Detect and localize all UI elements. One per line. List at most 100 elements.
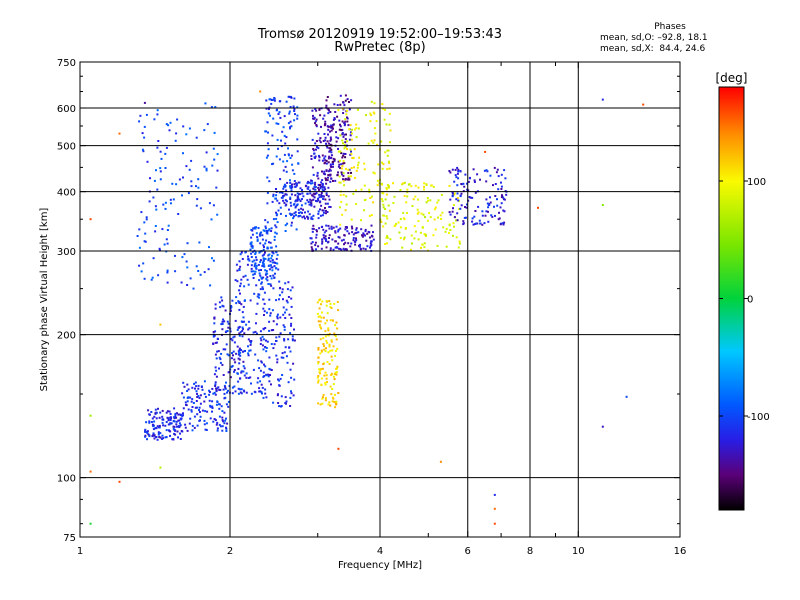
data-point	[231, 392, 234, 395]
data-point	[338, 181, 341, 184]
phase-stats: Phases mean, sd,O: –92.8, 18.1 mean, sd,…	[600, 22, 740, 55]
data-point	[289, 289, 292, 292]
data-point	[252, 368, 255, 371]
data-point	[351, 227, 354, 230]
x-axis-label: Frequency [MHz]	[338, 560, 422, 571]
data-point	[310, 158, 313, 160]
data-point	[314, 183, 316, 186]
data-point	[266, 276, 269, 279]
data-point	[449, 213, 452, 216]
data-point	[239, 292, 241, 295]
data-point	[314, 155, 317, 158]
data-point	[382, 192, 385, 195]
data-point	[189, 417, 192, 420]
data-point	[253, 265, 256, 268]
data-point	[239, 354, 242, 357]
data-point	[325, 192, 328, 195]
data-point	[330, 151, 333, 154]
data-point	[314, 186, 317, 188]
data-point	[270, 343, 273, 345]
data-point	[165, 146, 168, 149]
data-point	[321, 367, 324, 370]
data-point	[242, 370, 245, 373]
data-point	[269, 241, 272, 244]
data-point	[185, 165, 188, 168]
data-point	[357, 108, 359, 111]
data-point	[349, 153, 352, 156]
data-point	[164, 424, 167, 427]
data-point	[310, 182, 312, 185]
data-point	[496, 168, 499, 171]
data-point	[357, 164, 359, 167]
data-point	[388, 209, 391, 212]
outlier-point	[484, 150, 487, 153]
data-point	[283, 351, 286, 354]
data-point	[301, 211, 303, 214]
data-point	[153, 420, 156, 423]
data-point	[373, 112, 376, 115]
data-point	[175, 132, 178, 135]
data-point	[318, 227, 321, 230]
data-point	[144, 431, 147, 433]
data-point	[195, 204, 198, 207]
data-point	[217, 350, 220, 353]
data-point	[283, 338, 286, 341]
data-point	[315, 125, 318, 128]
data-point	[195, 185, 197, 188]
data-point	[226, 353, 229, 356]
data-point	[216, 421, 219, 424]
data-point	[147, 409, 150, 412]
data-point	[310, 203, 313, 206]
data-point	[315, 148, 317, 151]
data-point	[320, 195, 323, 198]
data-point	[474, 210, 477, 212]
data-point	[158, 426, 161, 429]
data-point	[307, 187, 309, 190]
data-point	[301, 198, 303, 201]
data-point	[287, 381, 290, 384]
data-point	[274, 272, 276, 275]
data-point	[275, 155, 278, 158]
data-point	[247, 377, 250, 379]
data-point	[262, 229, 265, 232]
data-point	[263, 265, 266, 268]
data-point	[497, 218, 500, 221]
data-point	[272, 218, 275, 221]
data-point	[311, 227, 314, 230]
data-point	[321, 170, 323, 173]
y-tick-label: 100	[57, 474, 76, 485]
data-point	[264, 242, 267, 245]
data-point	[195, 385, 198, 388]
data-point	[442, 226, 445, 229]
data-point	[471, 217, 474, 220]
data-point	[274, 267, 277, 270]
data-point	[340, 152, 343, 155]
data-point	[242, 327, 244, 330]
data-point	[225, 403, 228, 406]
data-point	[317, 381, 320, 384]
data-point	[321, 195, 324, 198]
data-point	[316, 146, 319, 148]
data-point	[317, 362, 320, 365]
data-point	[234, 390, 237, 393]
data-point	[150, 411, 153, 413]
data-point	[267, 264, 270, 267]
data-point	[491, 215, 494, 218]
data-point	[370, 114, 373, 117]
data-point	[155, 426, 158, 429]
data-point	[343, 162, 346, 165]
data-point	[297, 197, 300, 200]
data-point	[320, 350, 323, 353]
data-point	[159, 178, 162, 181]
data-point	[229, 376, 232, 379]
data-point	[385, 123, 388, 126]
data-point	[355, 239, 358, 242]
data-point	[384, 208, 387, 210]
data-point	[399, 218, 402, 221]
data-point	[325, 169, 328, 172]
data-point	[322, 396, 324, 399]
data-point	[256, 239, 259, 242]
data-point	[337, 242, 340, 245]
data-point	[222, 420, 225, 423]
data-point	[154, 427, 157, 430]
